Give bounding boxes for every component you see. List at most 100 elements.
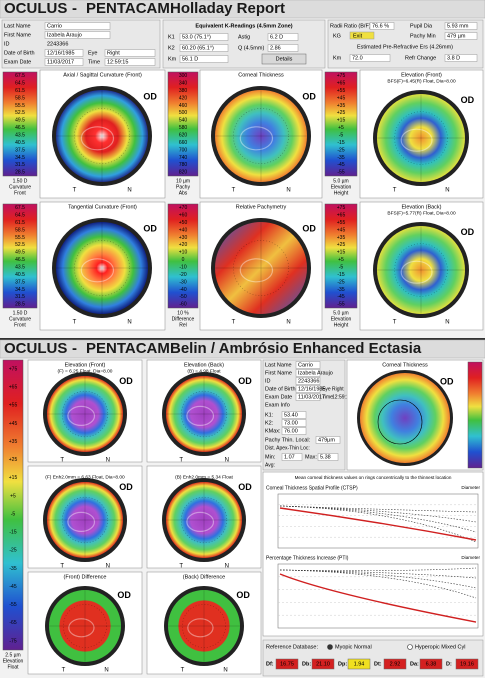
- report-title: PENTACAM: [86, 340, 170, 357]
- label: Pupil Dia: [410, 23, 433, 29]
- scale-label: 49.5: [15, 250, 25, 256]
- scale-label: 67.5: [15, 205, 25, 211]
- map-title: Corneal Thickness: [238, 72, 284, 78]
- scale-label: -75: [9, 638, 16, 644]
- scale-label: 58.5: [15, 227, 25, 233]
- scale-label: +60: [179, 212, 188, 218]
- scale-label: +75: [9, 366, 18, 372]
- value: 53.40: [284, 412, 298, 418]
- label: Exam Info: [265, 402, 290, 408]
- label: Corneal Thickness Spatial Profile (CTSP): [266, 485, 358, 491]
- eye-label: OD: [119, 482, 133, 492]
- map-title: Tangential Curvature (Front): [68, 204, 137, 210]
- scale-label: 49.5: [15, 118, 25, 124]
- direction: N: [286, 320, 290, 326]
- value: 5.38: [320, 454, 331, 460]
- direction: T: [60, 564, 64, 570]
- report-title: PENTACAM: [86, 0, 170, 17]
- direction: T: [73, 188, 77, 194]
- scale-label: +25: [9, 457, 18, 463]
- label: Avg:: [265, 462, 275, 468]
- scale-label: +45: [337, 95, 346, 101]
- scale-label: +70: [179, 205, 188, 211]
- direction: T: [393, 188, 397, 194]
- map-subtitle: BFS(F)=5.77(R) Float, Dia=8.00: [387, 210, 456, 216]
- scale-label: +35: [337, 103, 346, 109]
- scale-label: 31.5: [15, 294, 25, 300]
- scale-label: +50: [179, 220, 188, 226]
- scale-label: 300: [179, 73, 188, 79]
- scale-label: +65: [9, 385, 18, 391]
- scale-label: +55: [337, 220, 346, 226]
- label: Df:: [266, 661, 274, 667]
- label: Last Name: [4, 23, 31, 29]
- label: Reference Database:: [266, 644, 318, 650]
- index-value: 1.94: [354, 661, 365, 667]
- scale-label: 37.5: [15, 279, 25, 285]
- radio-label: Hyperopic Mixed Cyl: [415, 644, 465, 650]
- label: Pachy Min: [410, 33, 436, 39]
- direction: N: [127, 320, 131, 326]
- label: Dt:: [374, 661, 382, 667]
- label: Date of Birth: [4, 50, 35, 56]
- radio-button[interactable]: [328, 645, 333, 650]
- eye-label: OD: [302, 91, 316, 101]
- scale-unit: Float: [7, 664, 19, 670]
- scale-label: +65: [337, 212, 346, 218]
- label: Diameter: [461, 485, 480, 490]
- label: K2:: [265, 420, 274, 426]
- scale-label: 31.5: [15, 162, 25, 168]
- radio-label: Myopic Normal: [335, 644, 372, 650]
- scale-label: +45: [9, 421, 18, 427]
- value: Izabela Araujo: [298, 370, 333, 376]
- label: D:: [446, 661, 452, 667]
- scale-label: 64.5: [15, 80, 25, 86]
- direction: N: [104, 668, 108, 674]
- scale-label: -55: [337, 302, 344, 308]
- scale-label: +25: [337, 110, 346, 116]
- eye-label: OD: [461, 227, 475, 237]
- value: 12/16/1985: [47, 50, 75, 56]
- direction: N: [225, 564, 229, 570]
- scale-label: 380: [179, 88, 188, 94]
- label: Diameter: [461, 555, 480, 560]
- eye-label: OD: [238, 376, 252, 386]
- radio-button[interactable]: [408, 645, 413, 650]
- scale-unit: Front: [14, 190, 26, 196]
- scale-label: +55: [9, 403, 18, 409]
- value: 76.6 %: [372, 23, 389, 29]
- label: K1: [168, 34, 175, 40]
- plot-area: [278, 494, 478, 548]
- map-title: Elevation (Back): [401, 204, 441, 210]
- scale-label: 52.5: [15, 242, 25, 248]
- scale-label: 61.5: [15, 220, 25, 226]
- map-title: Elevation (Front): [65, 362, 106, 368]
- value: Exit: [353, 33, 363, 39]
- direction: T: [232, 188, 236, 194]
- scale-label: -35: [337, 287, 344, 293]
- scale-label: 460: [179, 103, 188, 109]
- label: ID: [265, 378, 271, 384]
- report-title: -: [72, 340, 77, 357]
- direction: N: [127, 188, 131, 194]
- label: Date of Birth: [265, 386, 296, 392]
- direction: T: [232, 320, 236, 326]
- scale-label: 40.5: [15, 140, 25, 146]
- label: Dist. Apex-Thin Loc:: [265, 445, 310, 451]
- map-title: Relative Pachymetry: [236, 204, 287, 210]
- direction: T: [73, 320, 77, 326]
- report-title: Holladay Report: [170, 0, 285, 17]
- map-title: (Front) Difference: [64, 574, 107, 580]
- scale-label: 37.5: [15, 147, 25, 153]
- scale-label: +40: [179, 227, 188, 233]
- scale-label: 55.5: [15, 103, 25, 109]
- label: Exam Date: [265, 394, 292, 400]
- eye-label: OD: [302, 223, 316, 233]
- label: Exam Date: [4, 59, 31, 65]
- index-value: 16.75: [280, 661, 294, 667]
- scale-label: -5: [11, 511, 16, 517]
- scale-label: -40: [179, 287, 186, 293]
- scale-label: 740: [179, 155, 188, 161]
- scale-label: -5: [339, 264, 344, 270]
- map-subtitle: BFS(F)=6.45(R) Float, Dia=8.00: [387, 78, 456, 84]
